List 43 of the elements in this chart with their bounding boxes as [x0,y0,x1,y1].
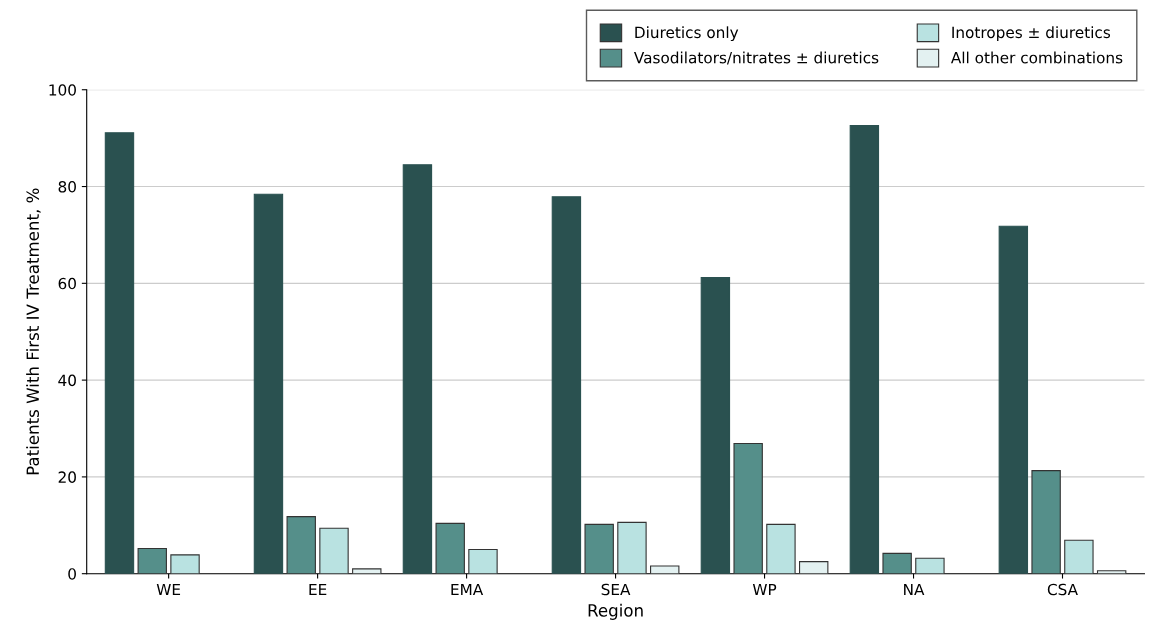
bar [402,164,433,574]
bar [137,547,167,574]
legend-label: Vasodilators/nitrates ± diuretics [633,51,879,65]
bar [468,548,498,574]
bar [253,193,284,574]
bar [551,196,582,574]
legend-label: Diuretics only [635,26,739,42]
bar [733,442,763,574]
x-tick-label: CSA [1047,583,1078,596]
y-tick-label: 40 [58,374,76,387]
bar [319,527,349,574]
bar [104,132,135,574]
y-tick-label: 80 [58,181,76,193]
y-axis-title: Patients With First IV Treatment, % [26,188,41,475]
x-tick-label: NA [904,583,925,596]
y-tick-label: 0 [68,568,76,580]
bar [352,568,382,574]
y-tick-label: 100 [49,84,76,96]
x-tick-label: EE [309,583,327,596]
x-tick-label: WE [156,583,181,596]
bar [617,521,647,574]
legend-label: Inotropes ± diuretics [952,26,1111,42]
bar [170,554,200,574]
bar [766,523,796,574]
bar [849,124,880,574]
bar [1031,470,1061,574]
bar [915,557,945,574]
bar [1064,539,1094,574]
bar [882,552,912,574]
bar [286,516,316,574]
x-tick-label: SEA [601,583,631,596]
y-tick-label: 60 [58,277,76,290]
x-tick-label: EMA [451,583,484,596]
x-axis-title: Region [588,603,643,620]
y-tick-label: 20 [58,471,76,483]
legend-label: All other combinations [950,51,1123,64]
bar [799,561,829,574]
bar [435,522,465,574]
bar [650,565,680,574]
bar [998,225,1029,574]
bar [584,523,614,574]
x-tick-label: WP [752,583,777,596]
bar [700,276,731,574]
